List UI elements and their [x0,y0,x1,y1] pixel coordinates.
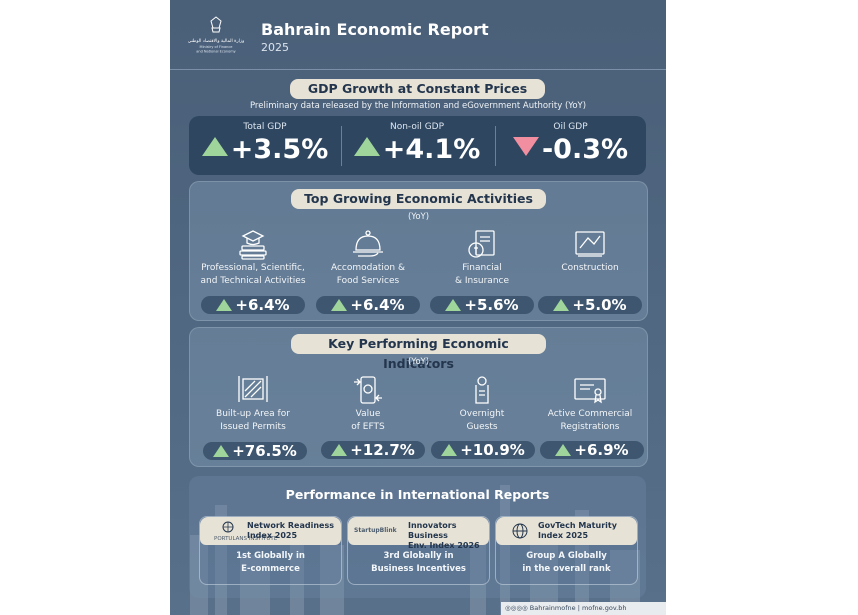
footer-site: mofne.gov.bh [581,604,627,612]
social-icons: ◎◎◎◎ [505,604,530,612]
phone-transfer-icon [354,376,382,404]
up-arrow-icon [216,299,233,311]
down-arrow-icon [512,137,539,156]
activity-financial: Financial & Insurance [422,228,542,288]
activity-financial-label: Financial & Insurance [454,263,510,286]
up-arrow-icon [331,299,348,311]
report-card-govtech: GovTech Maturity Index 2025 Group A Glob… [495,516,638,585]
footer-social-bar: ◎◎◎◎ Bahrainmofne | mofne.gov.bh [501,602,666,615]
activity-accommodation: Accomodation & Food Services [308,228,428,288]
gdp-section-title: GDP Growth at Constant Prices [290,79,545,99]
indicator-builtup-value: +76.5% [203,442,307,460]
gdp-oil-value: -0.3% [541,134,629,165]
indicator-efts: Value of EFTS [308,374,428,434]
area-measure-icon [238,376,268,402]
gdp-total-label: Total GDP [243,122,287,132]
indicator-guests: Overnight Guests [422,374,542,434]
gdp-nonoil-label: Non-oil GDP [389,122,445,132]
indicator-registrations: Active Commercial Registrations [530,374,650,434]
serving-cloche-icon [353,230,383,257]
footer-handle: Bahrainmofne [529,604,576,612]
indicator-efts-value: +12.7% [321,441,425,459]
startupblink-logo: StartupBlink [354,527,397,534]
activity-professional: Professional, Scientific, and Technical … [193,228,313,288]
report-card-network-readiness: PORTULANS INSTITUTE Network Readiness In… [199,516,342,585]
indicators-yoy: (YoY) [407,357,430,367]
portulans-logo-text: PORTULANS INSTITUTE [214,536,278,542]
report-card-innovators: StartupBlink Innovators Business Env. In… [347,516,490,585]
portulans-logo-icon [222,521,234,533]
gdp-nonoil: Non-oil GDP +4.1% [341,116,493,175]
divider [495,126,496,166]
gdp-oil-label: Oil GDP [553,122,588,132]
activity-financial-value: +5.6% [430,296,534,314]
activity-accommodation-label: Accomodation & Food Services [330,263,406,286]
certificate-icon [574,378,606,404]
indicators-section-title: Key Performing Economic Indicators [291,334,546,371]
gdp-summary-box: Total GDP +3.5% Non-oil GDP +4.1% Oil GD… [189,116,646,175]
gdp-nonoil-value: +4.1% [382,134,481,165]
up-arrow-icon [331,444,348,456]
up-arrow-icon [353,137,380,156]
svg-text:وزارة المالية والاقتصاد الوطني: وزارة المالية والاقتصاد الوطني [188,39,245,44]
gdp-subtitle: Preliminary data released by the Informa… [249,101,587,111]
card-govtech-name: GovTech Maturity Index 2025 [538,521,617,540]
money-document-icon [468,230,495,258]
card-network-name: Network Readiness Index 2025 [247,521,334,540]
indicator-builtup-label: Built-up Area for Issued Permits [216,409,290,432]
indicator-guests-value: +10.9% [431,441,535,459]
activity-accommodation-value: +6.4% [316,296,420,314]
activity-construction-value: +5.0% [538,296,642,314]
indicator-registrations-value: +6.9% [540,441,644,459]
activities-panel: Top Growing Economic Activities (YoY) Pr… [189,181,648,321]
globe-icon [512,523,528,539]
activity-construction: Construction [530,228,650,275]
card-innovators-result: 3rd Globally in Business Incentives [371,551,466,574]
international-reports-panel: Performance in International Reports POR… [189,476,646,598]
blueprint-tools-icon [575,231,605,257]
gdp-total: Total GDP +3.5% [189,116,341,175]
indicator-guests-label: Overnight Guests [459,409,505,432]
card-innovators-name: Innovators Business Env. Index 2026 [408,521,480,550]
up-arrow-icon [553,299,570,311]
card-network-result: 1st Globally in E-commerce [236,551,305,574]
card-govtech-result: Group A Globally in the overall rank [522,551,611,574]
activity-construction-label: Construction [561,263,619,273]
svg-text:and National Economy: and National Economy [196,50,236,54]
up-arrow-icon [445,299,462,311]
indicator-efts-label: Value of EFTS [351,409,385,432]
indicators-panel: Key Performing Economic Indicators (YoY)… [189,327,648,467]
gdp-total-value: +3.5% [230,134,329,165]
report-poster: وزارة المالية والاقتصاد الوطني Ministry … [170,0,666,615]
divider [341,126,342,166]
international-title: Performance in International Reports [285,487,550,502]
up-arrow-icon [213,445,230,457]
up-arrow-icon [201,137,228,156]
indicator-builtup: Built-up Area for Issued Permits [193,374,313,434]
gdp-oil: Oil GDP -0.3% [495,116,646,175]
report-year: 2025 [261,41,289,54]
header-divider [170,69,666,70]
activities-yoy: (YoY) [407,212,430,222]
svg-text:Ministry of Finance: Ministry of Finance [200,45,233,49]
up-arrow-icon [441,444,458,456]
activity-professional-value: +6.4% [201,296,305,314]
report-title: Bahrain Economic Report [261,20,489,39]
ministry-logo: وزارة المالية والاقتصاد الوطني Ministry … [188,16,245,54]
activities-section-title: Top Growing Economic Activities [291,189,546,209]
up-arrow-icon [555,444,572,456]
indicator-registrations-label: Active Commercial Registrations [547,409,633,432]
activity-professional-label: Professional, Scientific, and Technical … [200,263,306,286]
books-graduation-cap-icon [239,230,267,260]
door-hanger-icon [475,376,489,404]
